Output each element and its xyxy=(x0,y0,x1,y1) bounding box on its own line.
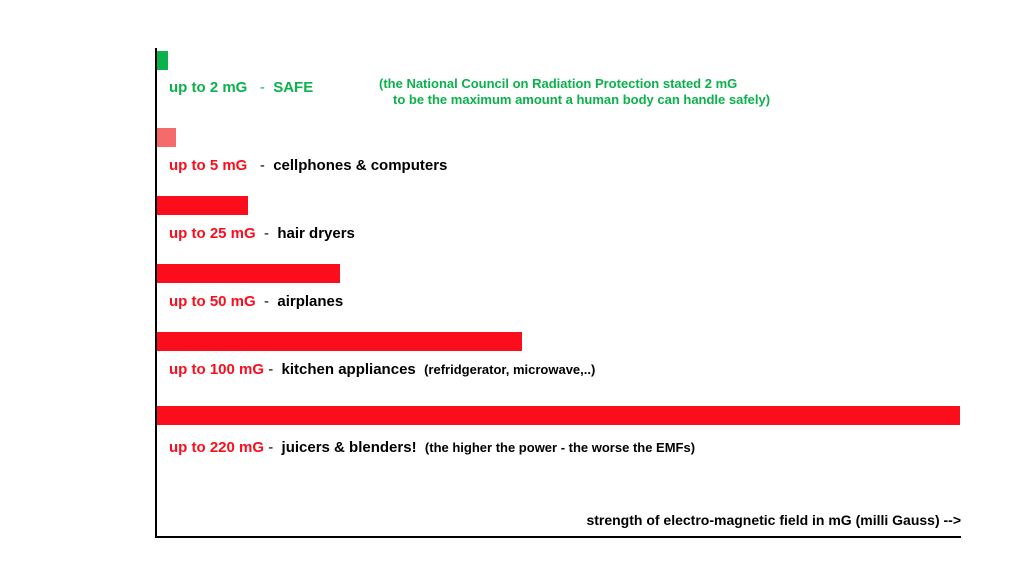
dash: - xyxy=(247,79,273,96)
dash: - xyxy=(256,225,278,242)
bar-5mg xyxy=(157,128,176,147)
level-text: up to 2 mG xyxy=(169,79,247,96)
row-label-220mg: up to 220 mG - juicers & blenders! (the … xyxy=(169,438,695,457)
dash: - xyxy=(256,293,278,310)
desc-note: (refridgerator, microwave,..) xyxy=(424,362,595,377)
desc-main: juicers & blenders! xyxy=(282,439,425,456)
y-axis xyxy=(155,48,157,538)
row-label-100mg: up to 100 mG - kitchen appliances (refri… xyxy=(169,360,595,379)
bar-50mg xyxy=(157,264,340,283)
bar-2mg xyxy=(157,51,168,70)
bar-100mg xyxy=(157,332,522,351)
level-text: up to 220 mG xyxy=(169,439,264,456)
dash: - xyxy=(264,439,282,456)
safe-note-line1: (the National Council on Radiation Prote… xyxy=(379,76,737,91)
level-text: up to 5 mG xyxy=(169,157,247,174)
desc-note: (the higher the power - the worse the EM… xyxy=(425,440,695,455)
row-label-50mg: up to 50 mG - airplanes xyxy=(169,292,343,311)
row-label-25mg: up to 25 mG - hair dryers xyxy=(169,224,355,243)
safe-note-line2: to be the maximum amount a human body ca… xyxy=(379,92,770,107)
desc-main: SAFE xyxy=(273,79,321,96)
desc-main: airplanes xyxy=(277,293,343,310)
x-axis-label: strength of electro-magnetic field in mG… xyxy=(586,512,961,528)
dash: - xyxy=(247,157,273,174)
desc-main: hair dryers xyxy=(277,225,355,242)
desc-main: kitchen appliances xyxy=(282,361,425,378)
emf-bar-chart: up to 2 mG - SAFE up to 5 mG - cellphone… xyxy=(155,48,975,538)
desc-main: cellphones & computers xyxy=(273,157,447,174)
level-text: up to 25 mG xyxy=(169,225,256,242)
bar-25mg xyxy=(157,196,248,215)
level-text: up to 100 mG xyxy=(169,361,264,378)
row-label-2mg: up to 2 mG - SAFE xyxy=(169,78,322,97)
x-axis xyxy=(155,536,961,538)
bar-220mg xyxy=(157,406,960,425)
safe-note: (the National Council on Radiation Prote… xyxy=(379,76,770,109)
row-label-5mg: up to 5 mG - cellphones & computers xyxy=(169,156,447,175)
level-text: up to 50 mG xyxy=(169,293,256,310)
dash: - xyxy=(264,361,282,378)
